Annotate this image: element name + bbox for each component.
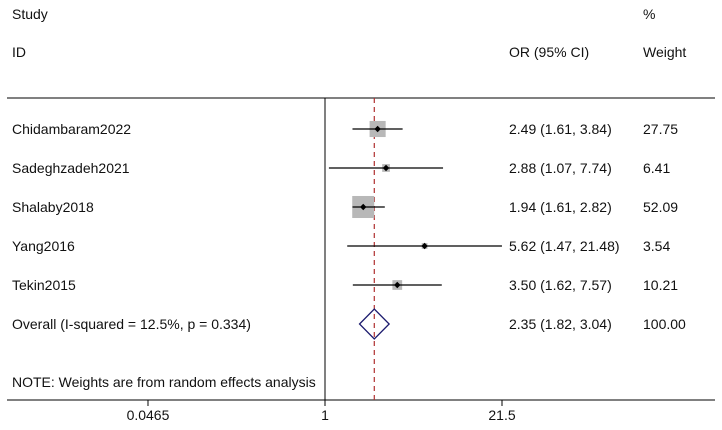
overall-weight-text: 100.00 <box>643 316 686 332</box>
study-label: Yang2016 <box>12 238 75 254</box>
x-tick-label: 21.5 <box>488 407 515 423</box>
study-ci-text: 5.62 (1.47, 21.48) <box>509 238 620 254</box>
x-tick-label: 0.0465 <box>127 407 170 423</box>
point-estimate-marker <box>374 125 381 133</box>
study-ci-text: 2.49 (1.61, 3.84) <box>509 121 612 137</box>
overall-ci-text: 2.35 (1.82, 3.04) <box>509 316 612 332</box>
study-ci-text: 1.94 (1.61, 2.82) <box>509 199 612 215</box>
study-weight-text: 6.41 <box>643 160 670 176</box>
footnote: NOTE: Weights are from random effects an… <box>12 374 316 390</box>
study-weight-text: 10.21 <box>643 277 678 293</box>
point-estimate-marker <box>382 164 390 172</box>
overall-diamond <box>358 308 391 340</box>
study-label: Tekin2015 <box>12 277 76 293</box>
study-ci-text: 3.50 (1.62, 7.57) <box>509 277 612 293</box>
overall-label: Overall (I-squared = 12.5%, p = 0.334) <box>12 316 251 332</box>
point-estimate-marker <box>394 281 401 289</box>
id-header: ID <box>12 44 26 60</box>
study-weight-text: 27.75 <box>643 121 678 137</box>
weight-percent-header: % <box>643 6 655 22</box>
study-label: Shalaby2018 <box>12 199 94 215</box>
x-tick-label: 1 <box>321 407 329 423</box>
study-weight-text: 52.09 <box>643 199 678 215</box>
point-estimate-marker <box>421 242 428 250</box>
study-weight-text: 3.54 <box>643 238 670 254</box>
study-label: Sadeghzadeh2021 <box>12 160 130 176</box>
study-label: Chidambaram2022 <box>12 121 131 137</box>
forest-marks: Chidambaram2022 2.49 (1.61, 3.84) 27.75 Sad… <box>12 98 686 423</box>
study-ci-text: 2.88 (1.07, 7.74) <box>509 160 612 176</box>
study-header: Study <box>12 6 48 22</box>
or-ci-header: OR (95% CI) <box>509 44 589 60</box>
weight-header: Weight <box>643 44 686 60</box>
point-estimate-marker <box>360 203 367 211</box>
